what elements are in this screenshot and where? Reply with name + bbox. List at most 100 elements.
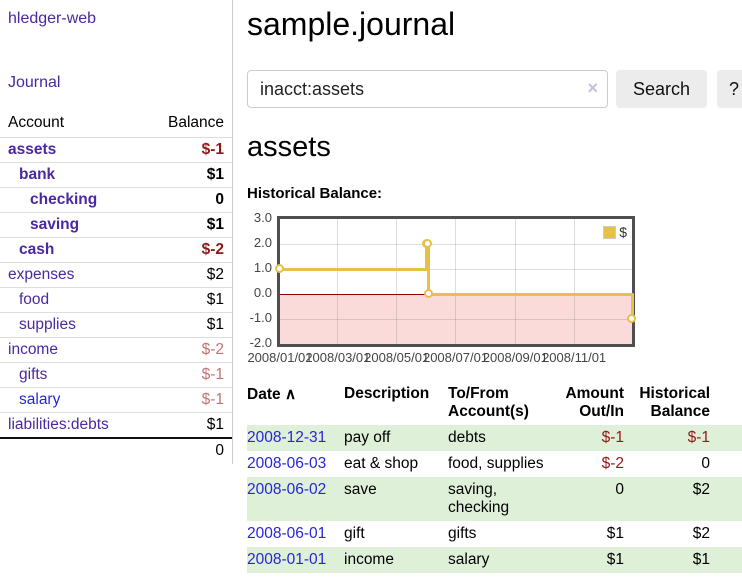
sidebar-account-checking[interactable]: checking <box>30 191 98 208</box>
register-table: Date ∧ Description To/From Account(s) Am… <box>247 381 742 573</box>
search-button[interactable]: Search <box>616 70 708 108</box>
sidebar-account-food[interactable]: food <box>19 291 50 308</box>
data-point-marker <box>423 289 433 298</box>
accounts-table: Account Balance assets $-1 bank $1 checking 0… <box>0 110 232 464</box>
column-header-description: Description <box>344 385 430 402</box>
transaction-date-link[interactable]: 2008-06-02 <box>247 481 327 498</box>
sidebar-account-expenses[interactable]: expenses <box>8 266 75 283</box>
register-description-cell: gift <box>344 525 365 542</box>
account-row: saving $1 <box>0 212 232 237</box>
register-balance-cell: $-1 <box>687 429 710 446</box>
register-description-cell: income <box>344 551 394 568</box>
historical-balance-chart: $ 3.0 2.0 1.0 0.0 -1.0 -2.0 2008/01/01 2008/03/… <box>247 210 667 368</box>
sidebar-account-liabilities-debts[interactable]: liabilities:debts <box>8 416 109 433</box>
account-row: salary $-1 <box>0 387 232 412</box>
x-axis-label: 2008/07/01 <box>422 350 489 365</box>
sidebar-account-bank[interactable]: bank <box>19 166 56 183</box>
account-balance: $-2 <box>201 241 224 258</box>
column-header-balance: Historical Balance <box>639 385 710 420</box>
sidebar-account-assets[interactable]: assets <box>8 141 57 158</box>
account-balance: $2 <box>206 266 224 283</box>
sidebar: hledger-web Journal Account Balance asse… <box>0 0 233 464</box>
x-axis-label: 2008/09/01 <box>482 350 548 365</box>
register-accounts-cell: saving, checking <box>448 481 510 516</box>
register-date-cell: 2008-06-01 <box>247 521 344 547</box>
data-point-marker <box>275 264 284 273</box>
h-gridline <box>280 318 632 320</box>
sidebar-account-cash[interactable]: cash <box>19 241 55 258</box>
account-row: liabilities:debts $1 <box>0 412 232 437</box>
y-axis-label: 1.0 <box>253 260 272 275</box>
x-axis-label: 2008/01/01 <box>247 350 313 365</box>
transaction-date-link[interactable]: 2008-12-31 <box>247 429 327 446</box>
account-balance: $1 <box>206 316 224 333</box>
chart-legend: $ <box>601 223 629 241</box>
sidebar-account-supplies[interactable]: supplies <box>19 316 76 333</box>
register-date-cell: 2008-01-01 <box>247 547 344 573</box>
help-button[interactable]: ? <box>717 70 742 108</box>
sort-ascending-icon: ∧ <box>284 386 297 403</box>
account-row: cash $-2 <box>0 237 232 262</box>
transaction-date-link[interactable]: 2008-06-01 <box>247 525 327 542</box>
account-heading: assets <box>247 131 331 163</box>
page-title: sample.journal <box>247 6 456 42</box>
account-row: bank $1 <box>0 162 232 187</box>
data-point-marker <box>422 239 432 248</box>
register-accounts-cell: food, supplies <box>448 455 544 472</box>
account-balance: $1 <box>206 216 224 233</box>
account-row: assets $-1 <box>0 137 232 162</box>
account-balance: $-1 <box>201 391 224 408</box>
x-axis-label: 2008/03/01 <box>305 350 371 365</box>
accounts-total-value: 0 <box>215 442 224 459</box>
chart-plot-area: $ <box>275 216 636 347</box>
account-row: checking 0 <box>0 187 232 212</box>
table-row: 2008-12-31 pay off debts $-1 $-1 <box>247 425 742 451</box>
account-row: expenses $2 <box>0 262 232 287</box>
data-point-marker <box>627 314 636 323</box>
register-accounts-cell: gifts <box>448 525 477 542</box>
y-axis-label: 0.0 <box>253 285 272 300</box>
legend-label: $ <box>619 224 627 240</box>
v-gridline <box>396 219 398 344</box>
account-balance: $-1 <box>201 366 224 383</box>
transaction-date-link[interactable]: 2008-01-01 <box>247 551 327 568</box>
register-description-cell: eat & shop <box>344 455 419 472</box>
register-rows: 2008-12-31 pay off debts $-1 $-1 2008-06-03 ea… <box>247 425 742 573</box>
h-gridline <box>280 268 632 270</box>
accounts-table-header: Account Balance <box>0 110 232 137</box>
account-row: food $1 <box>0 287 232 312</box>
sidebar-account-gifts[interactable]: gifts <box>19 366 48 383</box>
chart-title: Historical Balance: <box>247 185 383 202</box>
sidebar-account-income[interactable]: income <box>8 341 58 358</box>
balance-column-header: Balance <box>167 114 224 131</box>
register-accounts-cell: salary <box>448 551 490 568</box>
y-axis-label: 2.0 <box>253 235 272 250</box>
register-amount-cell: $-2 <box>601 455 624 472</box>
clear-search-icon[interactable]: × <box>587 78 598 98</box>
table-row: 2008-06-03 eat & shop food, supplies $-2 0 <box>247 451 742 477</box>
y-axis-label: -2.0 <box>249 335 272 350</box>
register-date-cell: 2008-06-02 <box>247 477 344 521</box>
register-amount-cell: $1 <box>606 525 624 542</box>
main-content: sample.journal × Search ? assets Histori… <box>233 0 742 573</box>
account-row: income $-2 <box>0 337 232 362</box>
register-description-cell: pay off <box>344 429 391 446</box>
account-balance: $-1 <box>201 141 224 158</box>
transaction-date-link[interactable]: 2008-06-03 <box>247 455 327 472</box>
sidebar-account-salary[interactable]: salary <box>19 391 61 408</box>
v-gridline <box>573 219 575 344</box>
search-input[interactable] <box>247 70 608 108</box>
sidebar-item-journal[interactable]: Journal <box>8 74 61 91</box>
sidebar-account-saving[interactable]: saving <box>30 216 80 233</box>
account-balance: $1 <box>206 416 224 433</box>
account-column-header: Account <box>8 114 65 131</box>
y-axis-label: -1.0 <box>249 310 272 325</box>
account-balance: 0 <box>215 191 224 208</box>
app-title-link[interactable]: hledger-web <box>8 10 97 27</box>
table-row: 2008-06-01 gift gifts $1 $2 <box>247 521 742 547</box>
x-axis-label: 2008/05/01 <box>364 350 430 365</box>
register-date-cell: 2008-12-31 <box>247 425 344 451</box>
table-row: 2008-01-01 income salary $1 $1 <box>247 547 742 573</box>
v-gridline <box>514 219 516 344</box>
